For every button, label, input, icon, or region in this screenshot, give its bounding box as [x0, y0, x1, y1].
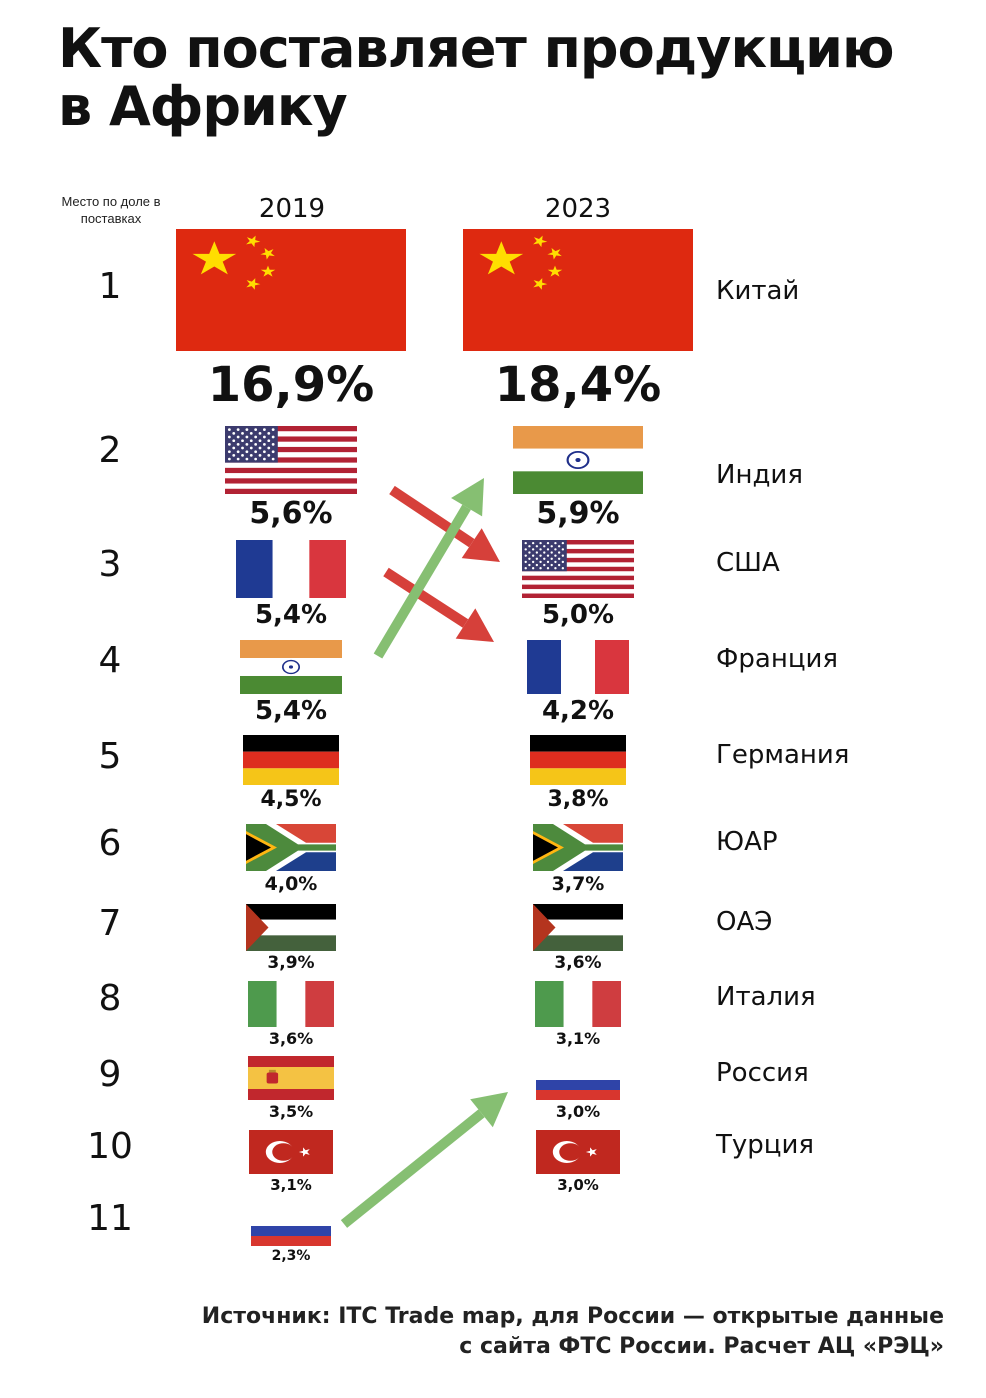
rank-6: 6	[98, 823, 122, 864]
share-2023: 4,2%	[541, 696, 615, 726]
france-flag	[236, 540, 346, 598]
italy-flag	[248, 981, 334, 1027]
share-2023: 5,9%	[536, 496, 620, 531]
uae-flag	[533, 904, 623, 951]
share-2023: 5,0%	[541, 600, 615, 630]
south-africa-flag	[246, 824, 336, 871]
rank-11: 11	[87, 1198, 133, 1239]
spain-flag	[248, 1056, 334, 1100]
india-flag	[513, 426, 643, 494]
uae-flag	[246, 904, 336, 951]
country-label: Индия	[716, 460, 803, 490]
share-2019: 3,9%	[267, 953, 315, 973]
country-label: Германия	[716, 740, 850, 770]
germany-flag	[243, 735, 339, 785]
rank-5: 5	[98, 736, 122, 777]
title-line-2: в Африку	[58, 75, 348, 138]
south-africa-flag	[533, 824, 623, 871]
russia-flag	[536, 1070, 620, 1100]
share-2019: 4,0%	[264, 873, 318, 895]
share-2023: 3,0%	[555, 1102, 601, 1121]
russia-flag	[251, 1216, 331, 1246]
share-2023: 3,1%	[555, 1029, 601, 1048]
china-flag	[463, 229, 693, 351]
country-label: Россия	[716, 1058, 809, 1088]
share-2019: 4,5%	[260, 787, 322, 812]
country-label: США	[716, 548, 780, 578]
rank-3: 3	[98, 544, 122, 585]
italy-flag	[535, 981, 621, 1027]
country-label: ОАЭ	[716, 907, 773, 937]
country-label: Турция	[716, 1130, 815, 1160]
share-2019: 3,6%	[268, 1029, 314, 1048]
country-label: Франция	[716, 644, 839, 674]
rank-10: 10	[87, 1126, 133, 1167]
year-header-2023: 2023	[544, 194, 612, 224]
country-label: Китай	[716, 276, 800, 306]
usa-flag	[522, 540, 634, 598]
rank-8: 8	[98, 978, 122, 1019]
share-2023: 3,8%	[547, 787, 609, 812]
rank-4: 4	[98, 640, 122, 681]
france-flag	[527, 640, 629, 694]
share-2019: 5,4%	[254, 696, 328, 726]
rank-1: 1	[98, 266, 122, 307]
rank-9: 9	[98, 1054, 122, 1095]
share-2019: 3,1%	[270, 1176, 312, 1194]
share-2023: 3,6%	[554, 953, 602, 973]
year-header-2019: 2019	[258, 194, 326, 224]
turkey-flag	[536, 1130, 620, 1174]
country-label: ЮАР	[716, 827, 778, 857]
turkey-flag	[249, 1130, 333, 1174]
share-2019: 16,9%	[207, 357, 375, 413]
rank-7: 7	[98, 903, 122, 944]
usa-flag	[225, 426, 357, 494]
country-label: Италия	[716, 982, 816, 1012]
share-2019: 5,4%	[254, 600, 328, 630]
title-line-1: Кто поставляет продукцию	[58, 17, 894, 80]
share-2019: 3,5%	[268, 1102, 314, 1121]
page-title: Кто поставляет продукцию в Африку	[58, 20, 958, 136]
share-2019: 2,3%	[271, 1248, 311, 1264]
india-flag	[240, 640, 342, 694]
germany-flag	[530, 735, 626, 785]
share-2023: 18,4%	[494, 357, 662, 413]
share-2023: 3,0%	[557, 1176, 599, 1194]
rank-column-header: Место по доле в поставках	[61, 194, 161, 226]
share-2023: 3,7%	[551, 873, 605, 895]
share-2019: 5,6%	[249, 496, 333, 531]
rank-2: 2	[98, 430, 122, 471]
china-flag	[176, 229, 406, 351]
source-note: Источник: ITC Trade map, для России — от…	[201, 1304, 944, 1359]
